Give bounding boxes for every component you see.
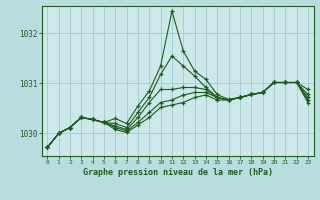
X-axis label: Graphe pression niveau de la mer (hPa): Graphe pression niveau de la mer (hPa) — [83, 168, 273, 177]
